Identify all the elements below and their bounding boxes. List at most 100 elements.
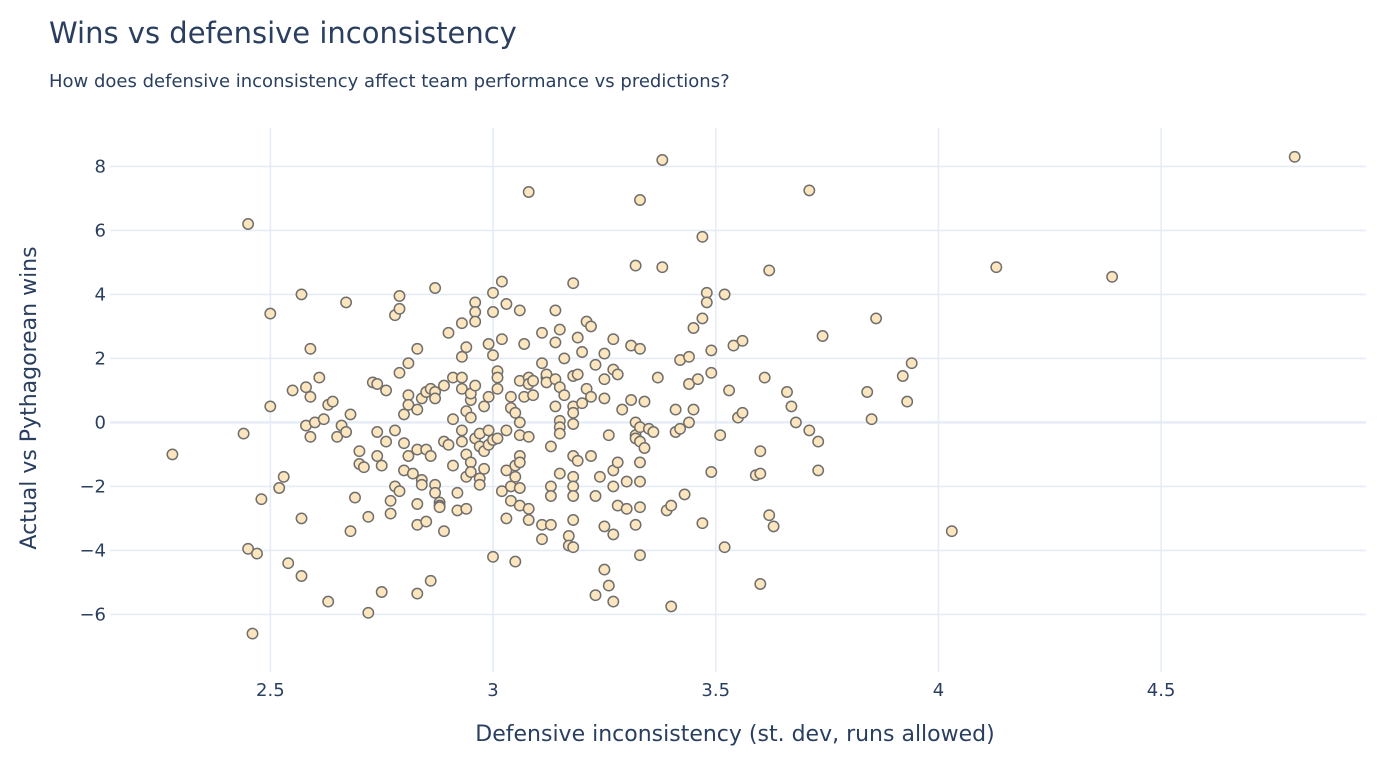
scatter-point: [264, 307, 277, 320]
scatter-point: [527, 389, 540, 402]
scatter-point: [304, 342, 317, 355]
scatter-point: [393, 302, 406, 315]
scatter-point: [362, 510, 375, 523]
scatter-point: [237, 427, 250, 440]
scatter-point: [513, 416, 526, 429]
scatter-point: [567, 480, 580, 493]
scatter-point: [598, 373, 611, 386]
scatter-point: [718, 541, 731, 554]
scatter-point: [455, 371, 468, 384]
scatter-point: [455, 382, 468, 395]
scatter-point: [634, 549, 646, 562]
scatter-point: [504, 390, 517, 403]
x-axis-tick-labels: 2.5 3 3.5 4 4.5: [256, 680, 1175, 701]
scatter-point: [705, 344, 718, 357]
x-tick-label: 2.5: [256, 680, 285, 701]
y-tick-label: 2: [95, 348, 106, 369]
scatter-point: [861, 386, 874, 398]
scatter-point: [478, 462, 491, 475]
scatter-point: [491, 382, 504, 395]
scatter-point: [500, 424, 513, 437]
scatter-point: [513, 456, 526, 469]
scatter-point: [455, 350, 468, 363]
scatter-point: [411, 587, 424, 600]
scatter-point: [509, 406, 522, 419]
scatter-point: [571, 331, 584, 344]
scatter-point: [585, 390, 597, 403]
scatter-point: [411, 342, 424, 355]
scatter-point: [754, 467, 767, 480]
scatter-point: [758, 371, 771, 384]
scatter-point: [553, 467, 566, 480]
scatter-point: [482, 424, 495, 437]
scatter-point: [651, 371, 664, 384]
scatter-point: [567, 541, 580, 554]
scatter-point: [585, 320, 597, 333]
scatter-point: [442, 326, 455, 339]
y-axis-title: Actual vs Pythagorean wins: [17, 246, 42, 549]
scatter-point: [1106, 270, 1119, 283]
scatter-point: [905, 357, 918, 370]
scatter-point: [620, 475, 633, 488]
scatter-point: [286, 384, 299, 397]
scatter-point: [460, 341, 473, 354]
scatter-point: [544, 518, 557, 531]
y-axis-tick-labels: −6 −4 −2 0 2 4 6 8: [79, 156, 106, 625]
scatter-point: [487, 550, 499, 563]
scatter-point: [763, 509, 776, 522]
y-tick-label: 0: [95, 412, 106, 433]
scatter-point: [665, 600, 678, 613]
scatter-point: [705, 466, 718, 478]
scatter-point: [304, 390, 317, 403]
scatter-point: [322, 595, 335, 608]
scatter-point: [901, 395, 914, 408]
scatter-point: [634, 456, 646, 469]
scatter-point: [500, 298, 513, 310]
scatter-point: [375, 586, 388, 598]
scatter-point: [371, 450, 384, 462]
scatter-point: [754, 578, 767, 590]
scatter-point: [464, 466, 477, 478]
scatter-point: [513, 482, 526, 494]
scatter-point: [700, 296, 713, 309]
scatter-point: [282, 557, 295, 570]
scatter-point: [585, 450, 597, 462]
scatter-point: [567, 470, 580, 483]
scatter-point: [549, 400, 562, 413]
scatter-point: [384, 494, 397, 507]
scatter-point: [313, 371, 326, 384]
scatter-point: [536, 533, 548, 546]
scatter-point: [629, 518, 642, 531]
scatter-point: [393, 366, 406, 379]
scatter-point: [500, 512, 513, 525]
x-tick-label: 3.5: [701, 680, 730, 701]
scatter-point: [411, 498, 424, 510]
scatter-point: [429, 392, 442, 405]
scatter-point: [304, 430, 317, 443]
scatter-point: [567, 514, 580, 526]
scatter-point: [598, 520, 611, 533]
scatter-point: [598, 347, 611, 360]
chart-subtitle: How does defensive inconsistency affect …: [49, 71, 730, 92]
scatter-point: [398, 408, 410, 421]
scatter-point: [482, 390, 495, 403]
scatter-point: [576, 346, 589, 358]
scatter-point: [553, 427, 566, 440]
scatter-point: [705, 366, 718, 379]
scatter-point: [571, 368, 584, 381]
scatter-point: [509, 470, 522, 483]
y-tick-label: −2: [79, 476, 106, 497]
y-tick-label: −4: [79, 540, 106, 561]
scatter-point: [812, 435, 825, 448]
scatter-point: [487, 306, 499, 318]
scatter-point: [896, 370, 909, 382]
scatter-point: [544, 440, 557, 453]
scatter-point: [429, 486, 442, 499]
scatter-point: [317, 413, 330, 426]
scatter-point: [402, 389, 415, 402]
scatter-point: [718, 288, 731, 301]
scatter-point: [767, 520, 780, 533]
scatter-point: [455, 424, 468, 437]
scatter-point: [678, 488, 691, 501]
scatter-point: [607, 528, 620, 541]
